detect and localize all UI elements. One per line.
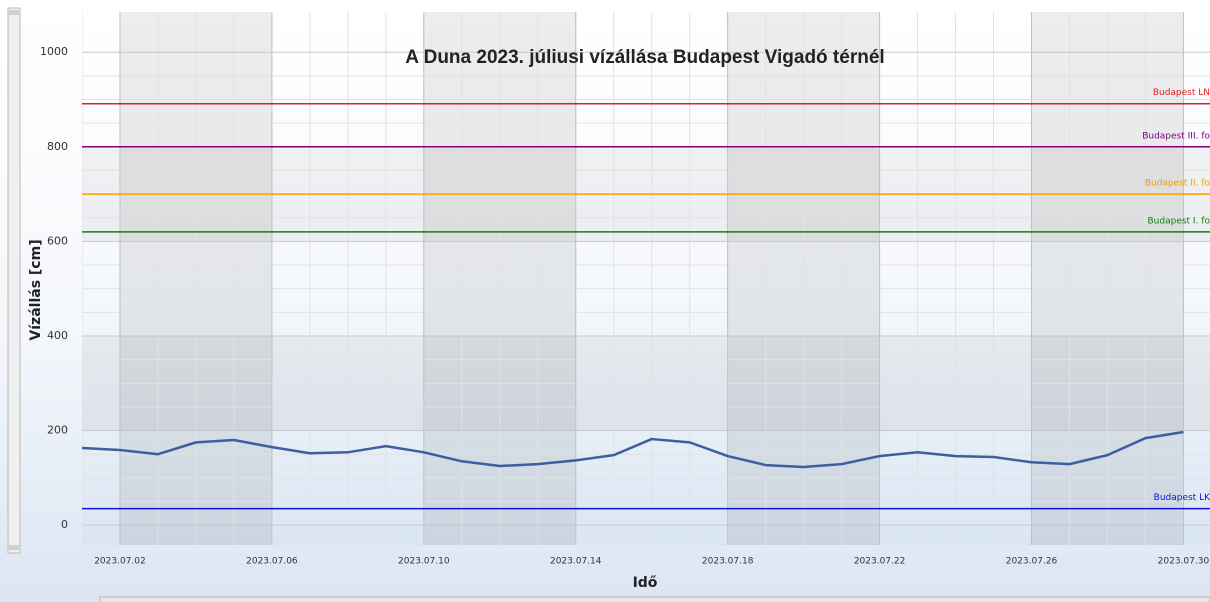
y-tick-label: 400 <box>47 329 68 342</box>
x-axis-label: Idő <box>633 575 658 591</box>
x-tick-label: 2023.07.10 <box>398 557 450 567</box>
vertical-scrollbar[interactable] <box>7 7 21 554</box>
scroll-handle[interactable] <box>9 545 19 550</box>
reference-label: Budapest II. fo <box>1145 179 1210 189</box>
y-tick-label: 200 <box>47 424 68 437</box>
x-tick-label: 2023.07.22 <box>854 557 906 567</box>
y-tick-label: 600 <box>47 234 68 247</box>
data-line <box>82 430 1184 469</box>
y-tick-label: 0 <box>61 518 68 531</box>
x-tick-label: 2023.07.06 <box>246 557 298 567</box>
y-tick-label: 800 <box>47 140 68 153</box>
y-axis-label: Vízállás [cm] <box>28 239 44 340</box>
y-tick-label: 1000 <box>40 45 68 58</box>
scroll-handle[interactable] <box>9 10 19 15</box>
plot-area <box>82 12 1210 545</box>
reference-label: Budapest I. fo <box>1148 216 1210 226</box>
reference-label: Budapest LN <box>1153 88 1210 98</box>
x-tick-label: 2023.07.18 <box>702 557 754 567</box>
plot-background <box>82 12 1210 545</box>
horizontal-scrollbar[interactable] <box>99 596 1210 602</box>
x-tick-label: 2023.07.14 <box>550 557 602 567</box>
x-tick-label: 2023.07.02 <box>94 557 146 567</box>
reference-label: Budapest III. fo <box>1142 131 1210 141</box>
chart-title: A Duna 2023. júliusi vízállása Budapest … <box>405 47 884 68</box>
x-tick-label: 2023.07.26 <box>1006 557 1058 567</box>
reference-label: Budapest LK <box>1154 493 1210 503</box>
x-tick-label: 2023.07.30 <box>1158 557 1210 567</box>
